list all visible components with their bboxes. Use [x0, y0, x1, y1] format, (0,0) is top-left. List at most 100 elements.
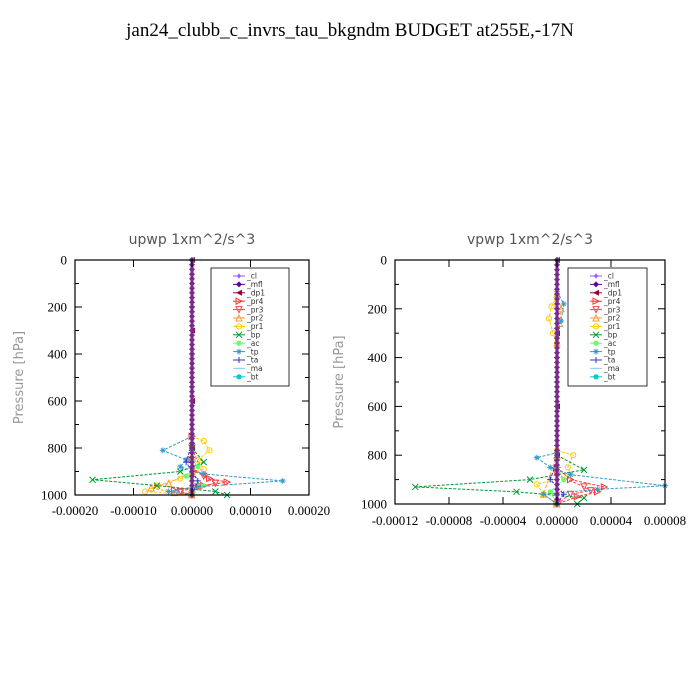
data-point [533, 481, 540, 488]
legend-marker [593, 357, 599, 363]
data-point [554, 335, 560, 342]
legend-marker [236, 281, 242, 288]
data-point [195, 464, 201, 470]
data-point [547, 476, 554, 483]
data-point [176, 468, 184, 475]
data-point [554, 344, 560, 351]
legend-item: _bp [233, 331, 261, 340]
legend-marker [236, 374, 242, 380]
legend-marker [236, 289, 242, 296]
data-point [189, 304, 195, 310]
data-point [554, 481, 560, 488]
data-point [189, 341, 195, 348]
data-point [554, 359, 560, 366]
y-tick-label: 600 [368, 399, 388, 414]
zero-profile [554, 257, 560, 507]
data-point [89, 476, 96, 484]
data-point [189, 374, 195, 381]
data-point [189, 299, 195, 306]
legend-item: _ac [590, 339, 616, 348]
data-point [189, 402, 195, 409]
zero-profile [189, 257, 195, 498]
legend-label: _tp [246, 347, 259, 356]
data-point [189, 435, 195, 442]
data-point [570, 452, 577, 459]
data-point [554, 457, 560, 464]
legend-label: _dp1 [246, 289, 265, 298]
data-point [540, 491, 547, 498]
legend-marker [592, 297, 601, 306]
data-point [189, 379, 195, 386]
data-point [554, 476, 560, 483]
legend-item: _cl [233, 272, 257, 281]
legend-item: _tp [233, 347, 259, 356]
legend-item: _ta [233, 356, 258, 365]
x-tick-label: -0.00004 [480, 513, 527, 528]
legend-item: _mfl [590, 280, 620, 289]
legend-label: _mfl [603, 280, 620, 289]
legend-label: _cl [246, 272, 257, 281]
legend-item: _pr4 [590, 297, 621, 306]
y-tick-label: 800 [48, 441, 68, 456]
x-tick-label: -0.00020 [52, 503, 99, 518]
data-point [554, 349, 560, 356]
legend-item: _mfl [233, 280, 263, 289]
data-point [554, 437, 560, 444]
data-point [580, 483, 588, 492]
legend-marker [236, 357, 242, 363]
legend-marker [592, 331, 600, 339]
data-point [189, 416, 195, 423]
data-point [189, 280, 195, 287]
data-point [554, 286, 560, 293]
data-point [566, 490, 575, 499]
legend-marker [235, 323, 243, 330]
legend-item: _bt [590, 373, 616, 382]
legend-marker [593, 340, 599, 346]
legend-label: _pr4 [603, 297, 621, 306]
data-point [580, 466, 588, 474]
data-point [554, 452, 560, 459]
data-point [554, 291, 560, 298]
data-point [189, 473, 195, 480]
data-point [189, 285, 195, 292]
data-point [554, 276, 560, 283]
x-tick-label: 0.00010 [229, 503, 271, 518]
data-point [165, 488, 172, 495]
series-line [535, 296, 574, 505]
chart-title: vpwp 1xm^2/s^3 [467, 232, 593, 248]
legend-item: _pr1 [590, 322, 621, 331]
y-tick-label: 200 [368, 301, 388, 316]
data-point [533, 454, 540, 461]
data-point [189, 421, 195, 428]
x-tick-label: 0.00008 [644, 513, 686, 528]
legend-label: _cl [603, 272, 614, 281]
data-point [189, 266, 195, 273]
series-line [161, 435, 283, 496]
data-point [189, 313, 195, 320]
legend-marker [592, 323, 600, 330]
legend-marker [592, 313, 600, 322]
y-axis-label: Pressure [hPa] [12, 331, 27, 424]
legend-label: _ac [603, 339, 616, 348]
legend-label: _bt [603, 373, 616, 382]
data-point [580, 494, 588, 502]
legend-marker [236, 348, 242, 355]
data-point [558, 318, 565, 324]
legend-marker [593, 281, 599, 288]
data-point [223, 478, 232, 486]
data-point [554, 364, 560, 371]
data-point [189, 398, 195, 404]
data-point [189, 393, 195, 400]
x-tick-label: -0.00008 [426, 513, 473, 528]
data-point [189, 463, 195, 470]
x-tick-label: 0.00020 [288, 503, 330, 518]
data-point [194, 483, 201, 490]
legend-label: _mfl [246, 280, 263, 289]
legend-item: _pr2 [233, 314, 264, 323]
legend-label: _pr1 [603, 322, 621, 331]
y-tick-label: 0 [61, 253, 68, 268]
data-point [560, 491, 567, 498]
data-point [554, 486, 560, 493]
data-point [554, 305, 560, 312]
data-point [206, 447, 213, 454]
